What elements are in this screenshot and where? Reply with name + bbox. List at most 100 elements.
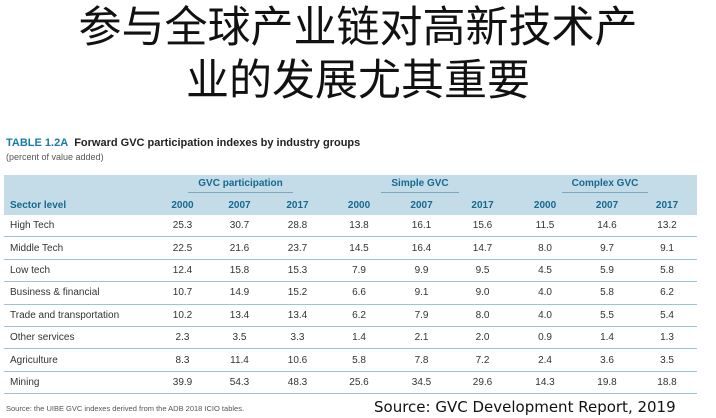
table-source-note: Source: the UIBE GVC indexes derived fro… [6,404,245,413]
group-header-simple-gvc: Simple GVC [327,175,513,196]
slide-title-line-2: 业的发展尤其重要 [186,56,530,106]
value-cell: 2.1 [391,326,453,350]
value-cell: 14.5 [327,236,392,260]
table-row: Trade and transportation 10.2 13.4 13.4 6.2 7… [4,304,698,327]
year-header: 2007 [228,200,251,211]
value-cell: 5.9 [577,259,638,283]
gvc-participation-table: GVC participation Simple GVC Complex GVC… [4,175,698,395]
table-row: Middle Tech 22.5 21.6 23.7 14.5 16.4 14.7 8.0 9.… [4,236,698,260]
value-cell: 9.1 [391,281,453,305]
value-cell: 4.5 [513,259,578,283]
value-cell: 14.3 [513,371,578,395]
value-cell: 6.2 [637,281,698,305]
value-cell: 34.5 [391,371,453,395]
value-cell: 9.0 [452,281,514,305]
value-cell: 12.4 [154,259,211,283]
value-cell: 7.9 [327,259,392,283]
value-cell: 16.1 [391,215,453,238]
value-cell: 39.9 [154,371,211,395]
value-cell: 19.8 [577,371,638,395]
value-cell: 15.2 [268,281,328,305]
group-header-complex-gvc: Complex GVC [513,175,697,196]
value-cell: 0.9 [513,326,578,350]
value-cell: 9.1 [637,236,698,260]
value-cell: 18.8 [637,371,698,395]
year-header: 2000 [347,200,371,211]
group-header-row: GVC participation Simple GVC Complex GVC [4,175,698,196]
sector-cell: Other services [4,326,154,350]
value-cell: 10.6 [268,348,328,372]
value-cell: 21.6 [211,236,268,260]
value-cell: 54.3 [211,371,268,395]
value-cell: 9.9 [391,259,453,283]
year-header: 2000 [533,200,557,211]
value-cell: 1.3 [637,326,698,350]
table-caption-tag: TABLE 1.2A [6,137,69,149]
table-row: High Tech 25.3 30.7 28.8 13.8 16.1 15.6 11.5 14.… [4,215,698,238]
year-header: 2000 [171,200,194,211]
value-cell: 13.8 [327,215,392,238]
value-cell: 15.8 [211,259,268,283]
value-cell: 6.2 [327,304,392,327]
year-header: 2017 [286,200,309,211]
value-cell: 8.0 [452,304,514,327]
table-row: Agriculture 8.3 11.4 10.6 5.8 7.8 7.2 2.4 3.6 3.5 [4,348,698,372]
value-cell: 1.4 [577,326,638,350]
year-header-row: Sector level 2000 2007 2017 2000 2007 2017 200… [4,196,698,215]
value-cell: 3.6 [577,348,638,372]
sector-cell: Low tech [4,259,154,283]
group-header-gvc-participation: GVC participation [154,175,327,196]
value-cell: 13.4 [268,304,328,327]
slide-title: 参与全球产业链对高新技术产 业的发展尤其重要 [0,2,716,108]
year-header: 2017 [655,200,679,211]
value-cell: 10.2 [154,304,211,327]
value-cell: 4.0 [513,281,578,305]
value-cell: 3.5 [637,348,698,372]
value-cell: 3.3 [268,326,328,350]
value-cell: 14.7 [452,236,514,260]
sector-cell: Mining [4,371,154,395]
sector-header: Sector level [10,200,67,211]
value-cell: 7.2 [452,348,514,372]
table-row: Mining 39.9 54.3 48.3 25.6 34.5 29.6 14.3 19.8 18… [4,371,698,395]
table-row: Other services 2.3 3.5 3.3 1.4 2.1 2.0 0.9 1.4 1.… [4,326,698,350]
table-caption: TABLE 1.2A Forward GVC participation ind… [6,137,360,149]
sector-cell: Agriculture [4,348,154,372]
sector-cell: Business & financial [4,281,154,305]
table-caption-text: Forward GVC participation indexes by ind… [74,137,361,149]
value-cell: 5.4 [637,304,698,327]
value-cell: 30.7 [211,215,268,238]
value-cell: 25.6 [327,371,392,395]
year-header: 2017 [471,200,494,211]
value-cell: 25.3 [154,215,211,238]
value-cell: 5.8 [637,259,698,283]
value-cell: 7.9 [391,304,453,327]
year-header: 2007 [410,200,433,211]
table-subcaption: (percent of value added) [6,152,104,162]
value-cell: 5.5 [577,304,638,327]
value-cell: 4.0 [513,304,578,327]
value-cell: 15.3 [268,259,328,283]
value-cell: 2.3 [154,326,211,350]
sector-cell: High Tech [4,215,154,238]
value-cell: 28.8 [268,215,328,238]
value-cell: 13.4 [211,304,268,327]
value-cell: 13.2 [637,215,698,238]
value-cell: 11.4 [211,348,268,372]
value-cell: 14.9 [211,281,268,305]
value-cell: 2.0 [452,326,514,350]
value-cell: 16.4 [391,236,453,260]
value-cell: 2.4 [513,348,578,372]
value-cell: 1.4 [327,326,392,350]
sector-cell: Middle Tech [4,236,154,260]
table-row: Business & financial 10.7 14.9 15.2 6.6 9.1 9.… [4,281,698,305]
value-cell: 10.7 [154,281,211,305]
value-cell: 5.8 [327,348,392,372]
value-cell: 6.6 [327,281,392,305]
value-cell: 5.8 [577,281,638,305]
value-cell: 23.7 [268,236,328,260]
value-cell: 8.0 [513,236,578,260]
value-cell: 7.8 [391,348,453,372]
value-cell: 48.3 [268,371,328,395]
value-cell: 9.5 [452,259,514,283]
